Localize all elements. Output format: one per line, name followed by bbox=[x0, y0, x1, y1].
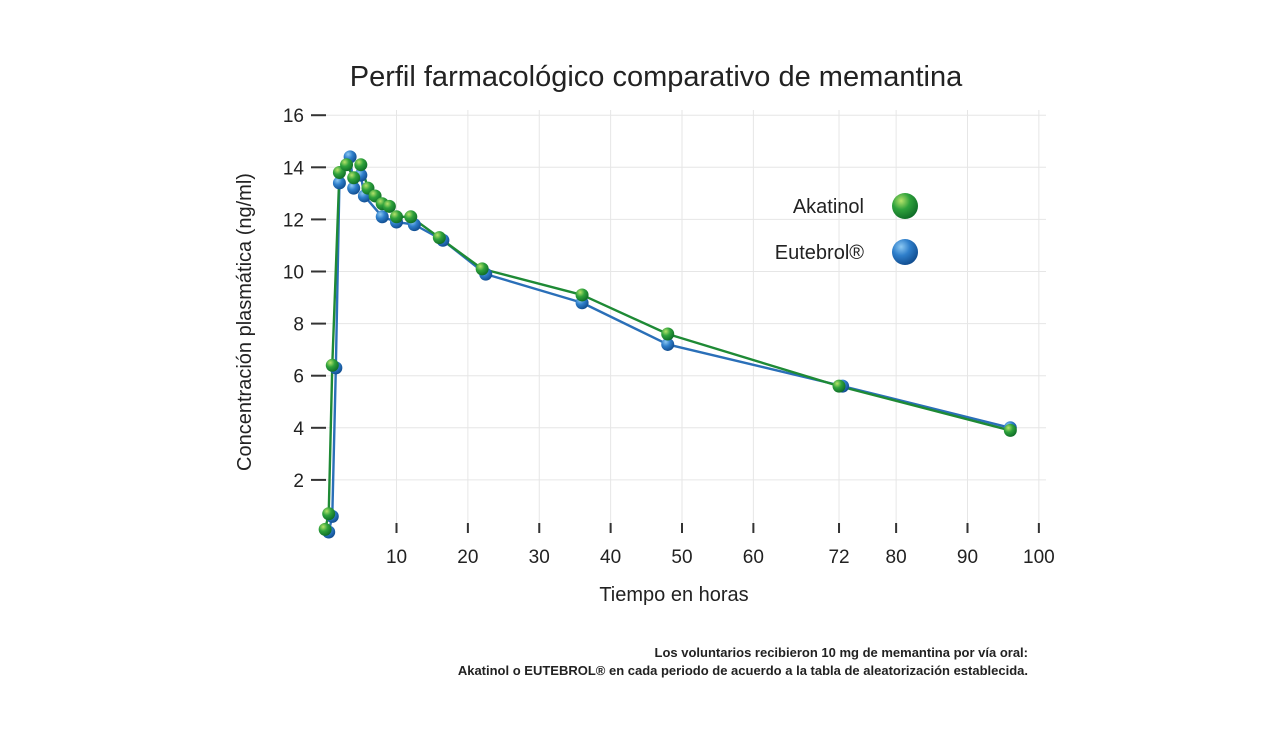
data-point-eutebrol bbox=[661, 337, 675, 351]
x-tick-label: 90 bbox=[957, 547, 978, 568]
data-point-akatinol bbox=[390, 210, 404, 224]
legend-label: Eutebrol® bbox=[775, 242, 864, 264]
series-points bbox=[318, 150, 1017, 539]
grid bbox=[318, 110, 1046, 532]
x-tick-label: 50 bbox=[671, 547, 692, 568]
legend-label: Akatinol bbox=[793, 196, 864, 218]
data-point-akatinol bbox=[340, 158, 354, 172]
y-tick-label: 6 bbox=[293, 367, 304, 388]
y-tick-label: 2 bbox=[293, 471, 304, 492]
data-point-eutebrol bbox=[375, 210, 389, 224]
data-point-akatinol bbox=[347, 171, 361, 185]
x-tick-label: 60 bbox=[743, 547, 764, 568]
footnote-line-1: Los voluntarios recibieron 10 mg de mema… bbox=[654, 645, 1028, 660]
x-axis-label: Tiempo en horas bbox=[599, 584, 748, 606]
x-tick-label: 40 bbox=[600, 547, 621, 568]
y-tick-label: 12 bbox=[283, 210, 304, 231]
data-point-akatinol bbox=[318, 522, 332, 536]
axes: 10 20 30 40 50 60 72 80 90 100 2 4 6 8 10 12 14 16 bbox=[283, 106, 1055, 568]
y-tick-label: 4 bbox=[293, 419, 304, 440]
x-tick-label: 30 bbox=[529, 547, 550, 568]
footnote-line-2: Akatinol o EUTEBROL® en cada periodo de … bbox=[457, 663, 1028, 678]
legend: Akatinol Eutebrol® bbox=[775, 193, 918, 265]
y-tick-label: 10 bbox=[283, 263, 304, 284]
data-point-eutebrol bbox=[332, 176, 346, 190]
y-tick-label: 8 bbox=[293, 315, 304, 336]
legend-marker-akatinol bbox=[892, 193, 918, 219]
chart-title: Perfil farmacológico comparativo de mema… bbox=[350, 61, 963, 93]
data-point-akatinol bbox=[325, 358, 339, 372]
data-point-akatinol bbox=[432, 231, 446, 245]
legend-marker-eutebrol bbox=[892, 239, 918, 265]
data-point-akatinol bbox=[661, 327, 675, 341]
x-tick-label: 80 bbox=[886, 547, 907, 568]
y-axis-label: Concentración plasmática (ng/ml) bbox=[234, 173, 256, 471]
y-tick-label: 14 bbox=[283, 158, 305, 179]
y-tick-label: 16 bbox=[283, 106, 304, 127]
data-point-akatinol bbox=[575, 288, 589, 302]
data-point-akatinol bbox=[322, 507, 336, 521]
x-tick-label: 72 bbox=[828, 547, 849, 568]
data-point-eutebrol bbox=[347, 181, 361, 195]
x-tick-label: 20 bbox=[457, 547, 478, 568]
data-point-akatinol bbox=[1003, 423, 1017, 437]
data-point-akatinol bbox=[404, 210, 418, 224]
data-point-akatinol bbox=[382, 199, 396, 213]
data-point-akatinol bbox=[354, 158, 368, 172]
data-point-akatinol bbox=[475, 262, 489, 276]
x-tick-label: 10 bbox=[386, 547, 407, 568]
x-tick-label: 100 bbox=[1023, 547, 1055, 568]
data-point-akatinol bbox=[832, 379, 846, 393]
